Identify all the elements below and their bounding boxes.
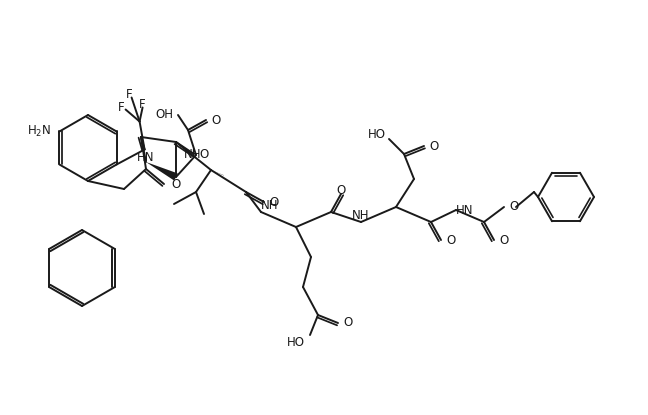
Text: F: F — [126, 88, 133, 101]
Text: OH: OH — [155, 108, 173, 122]
Text: O: O — [509, 200, 518, 213]
Text: HO: HO — [287, 337, 305, 349]
Text: O: O — [336, 184, 345, 197]
Text: O: O — [499, 234, 508, 247]
Text: NH: NH — [353, 209, 370, 222]
Text: O: O — [343, 317, 353, 330]
Text: F: F — [139, 98, 146, 111]
Polygon shape — [146, 162, 178, 181]
Text: H$_2$N: H$_2$N — [27, 124, 51, 139]
Text: O: O — [429, 139, 438, 152]
Text: HN: HN — [137, 151, 155, 164]
Text: NH: NH — [184, 147, 202, 161]
Text: HO: HO — [368, 127, 386, 141]
Text: O: O — [199, 147, 208, 161]
Text: NH: NH — [261, 199, 279, 212]
Text: HN: HN — [456, 203, 474, 217]
Text: O: O — [269, 195, 278, 208]
Text: O: O — [446, 234, 456, 247]
Text: O: O — [211, 113, 220, 127]
Text: F: F — [119, 101, 125, 114]
Text: O: O — [171, 178, 180, 190]
